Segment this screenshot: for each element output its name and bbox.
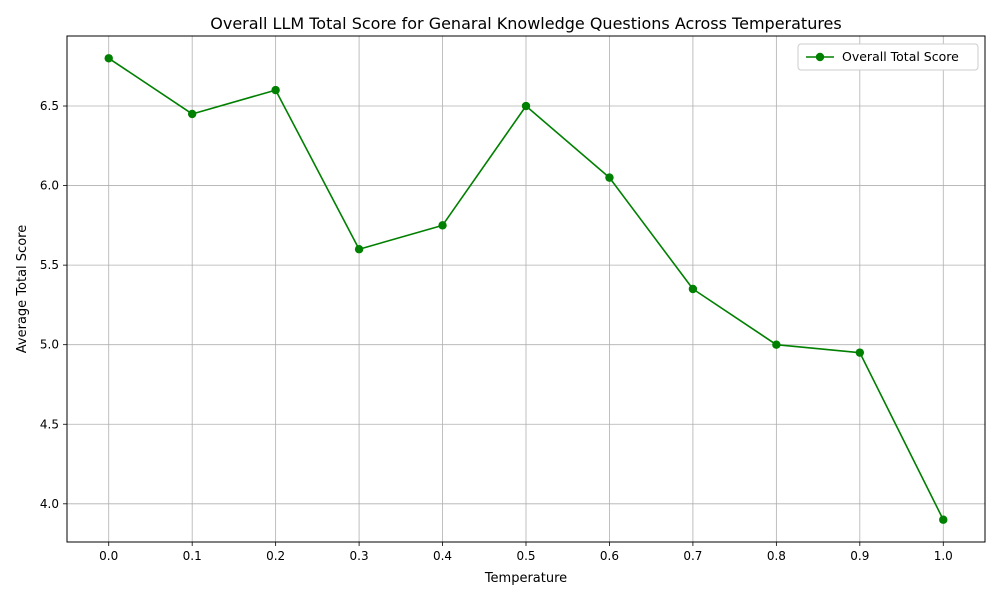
legend: Overall Total Score [797,43,979,71]
data-point [271,85,280,95]
x-tick-label: 0.4 [433,549,452,563]
x-tick-label: 0.6 [600,549,619,563]
y-tick-label: 4.5 [40,417,59,431]
x-tick-label: 0.0 [99,549,118,563]
x-tick-label: 1.0 [934,549,953,563]
x-tick-label: 0.2 [266,549,285,563]
y-tick-label: 5.0 [40,338,59,352]
data-point [438,221,447,230]
data-point [187,109,197,119]
x-axis-label: Temperature [484,571,567,586]
data-point [688,284,698,294]
series-layer [104,54,948,524]
x-tick-label: 0.3 [350,549,369,563]
data-point [605,173,614,182]
data-point [354,245,364,254]
legend-marker-swatch [815,52,825,62]
legend-label: Overall Total Score [842,49,959,64]
data-point [772,340,781,349]
data-point [521,101,531,111]
y-tick-label: 6.5 [40,99,59,113]
x-tick-label: 0.1 [183,549,202,563]
chart-title: Overall LLM Total Score for Genaral Know… [210,14,841,33]
y-axis-label: Average Total Score [15,225,30,353]
y-axis-ticks: 4.0 4.5 5.0 5.5 6.0 6.5 [40,99,67,511]
x-tick-label: 0.8 [767,549,786,563]
x-axis-ticks: 0.0 0.1 0.2 0.3 0.4 0.5 0.6 0.7 0.8 0.9 1.0 [99,542,953,563]
y-tick-label: 4.0 [40,497,59,511]
data-point [104,54,113,63]
data-point [939,515,948,524]
x-tick-label: 0.9 [850,549,869,563]
data-point [855,348,865,357]
x-tick-label: 0.5 [516,549,535,563]
y-tick-label: 6.0 [40,179,59,193]
legend-box [797,43,979,71]
x-tick-label: 0.7 [683,549,702,563]
y-tick-label: 5.5 [40,258,59,272]
